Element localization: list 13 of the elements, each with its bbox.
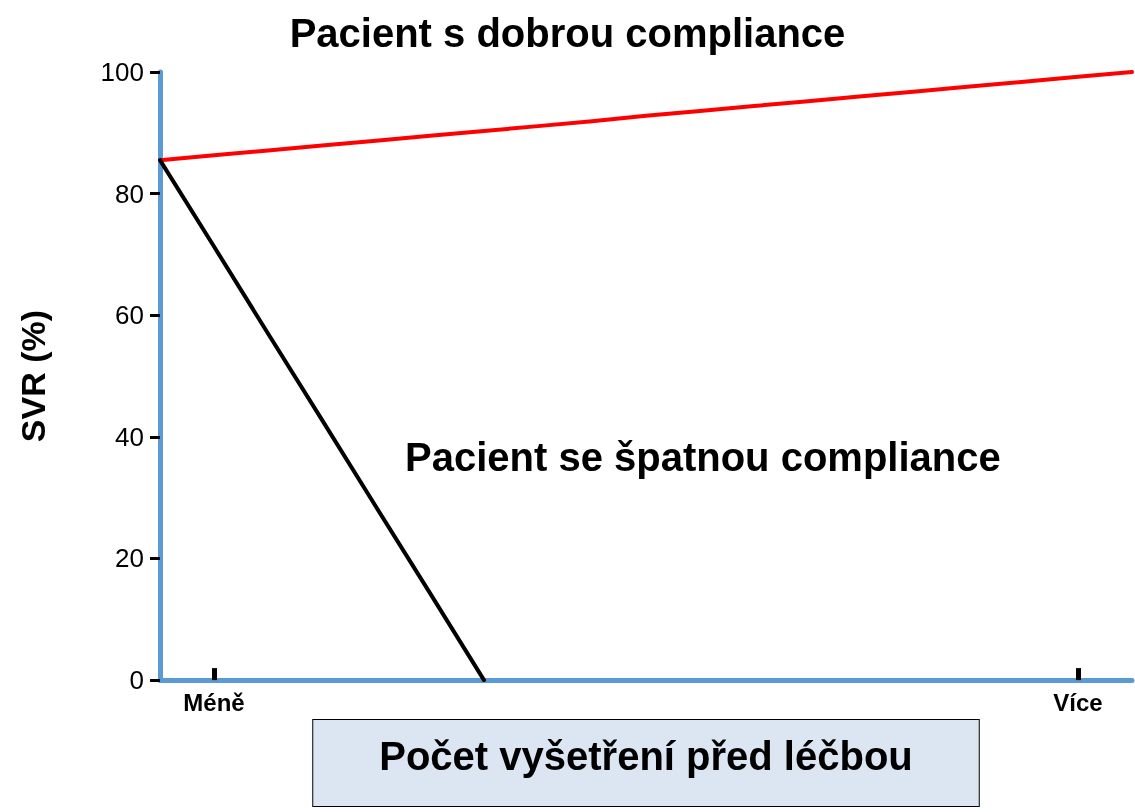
x-tick-label: Více [1053, 688, 1103, 716]
annotation: Pacient se špatnou compliance [405, 435, 1001, 479]
x-tick-label: Méně [183, 688, 245, 716]
y-tick-label: 100 [100, 57, 144, 87]
chart-title: Pacient s dobrou compliance [289, 11, 846, 55]
x-axis-title: Počet vyšetření před léčbou [379, 734, 913, 778]
y-tick-label: 0 [129, 665, 144, 696]
y-tick-label: 20 [115, 543, 144, 574]
y-axis-title: SVR (%) [14, 309, 52, 443]
line-series [158, 70, 1134, 163]
y-tick-label: 60 [115, 300, 144, 331]
y-tick-label: 40 [115, 421, 144, 452]
y-tick-label: 80 [115, 178, 144, 209]
